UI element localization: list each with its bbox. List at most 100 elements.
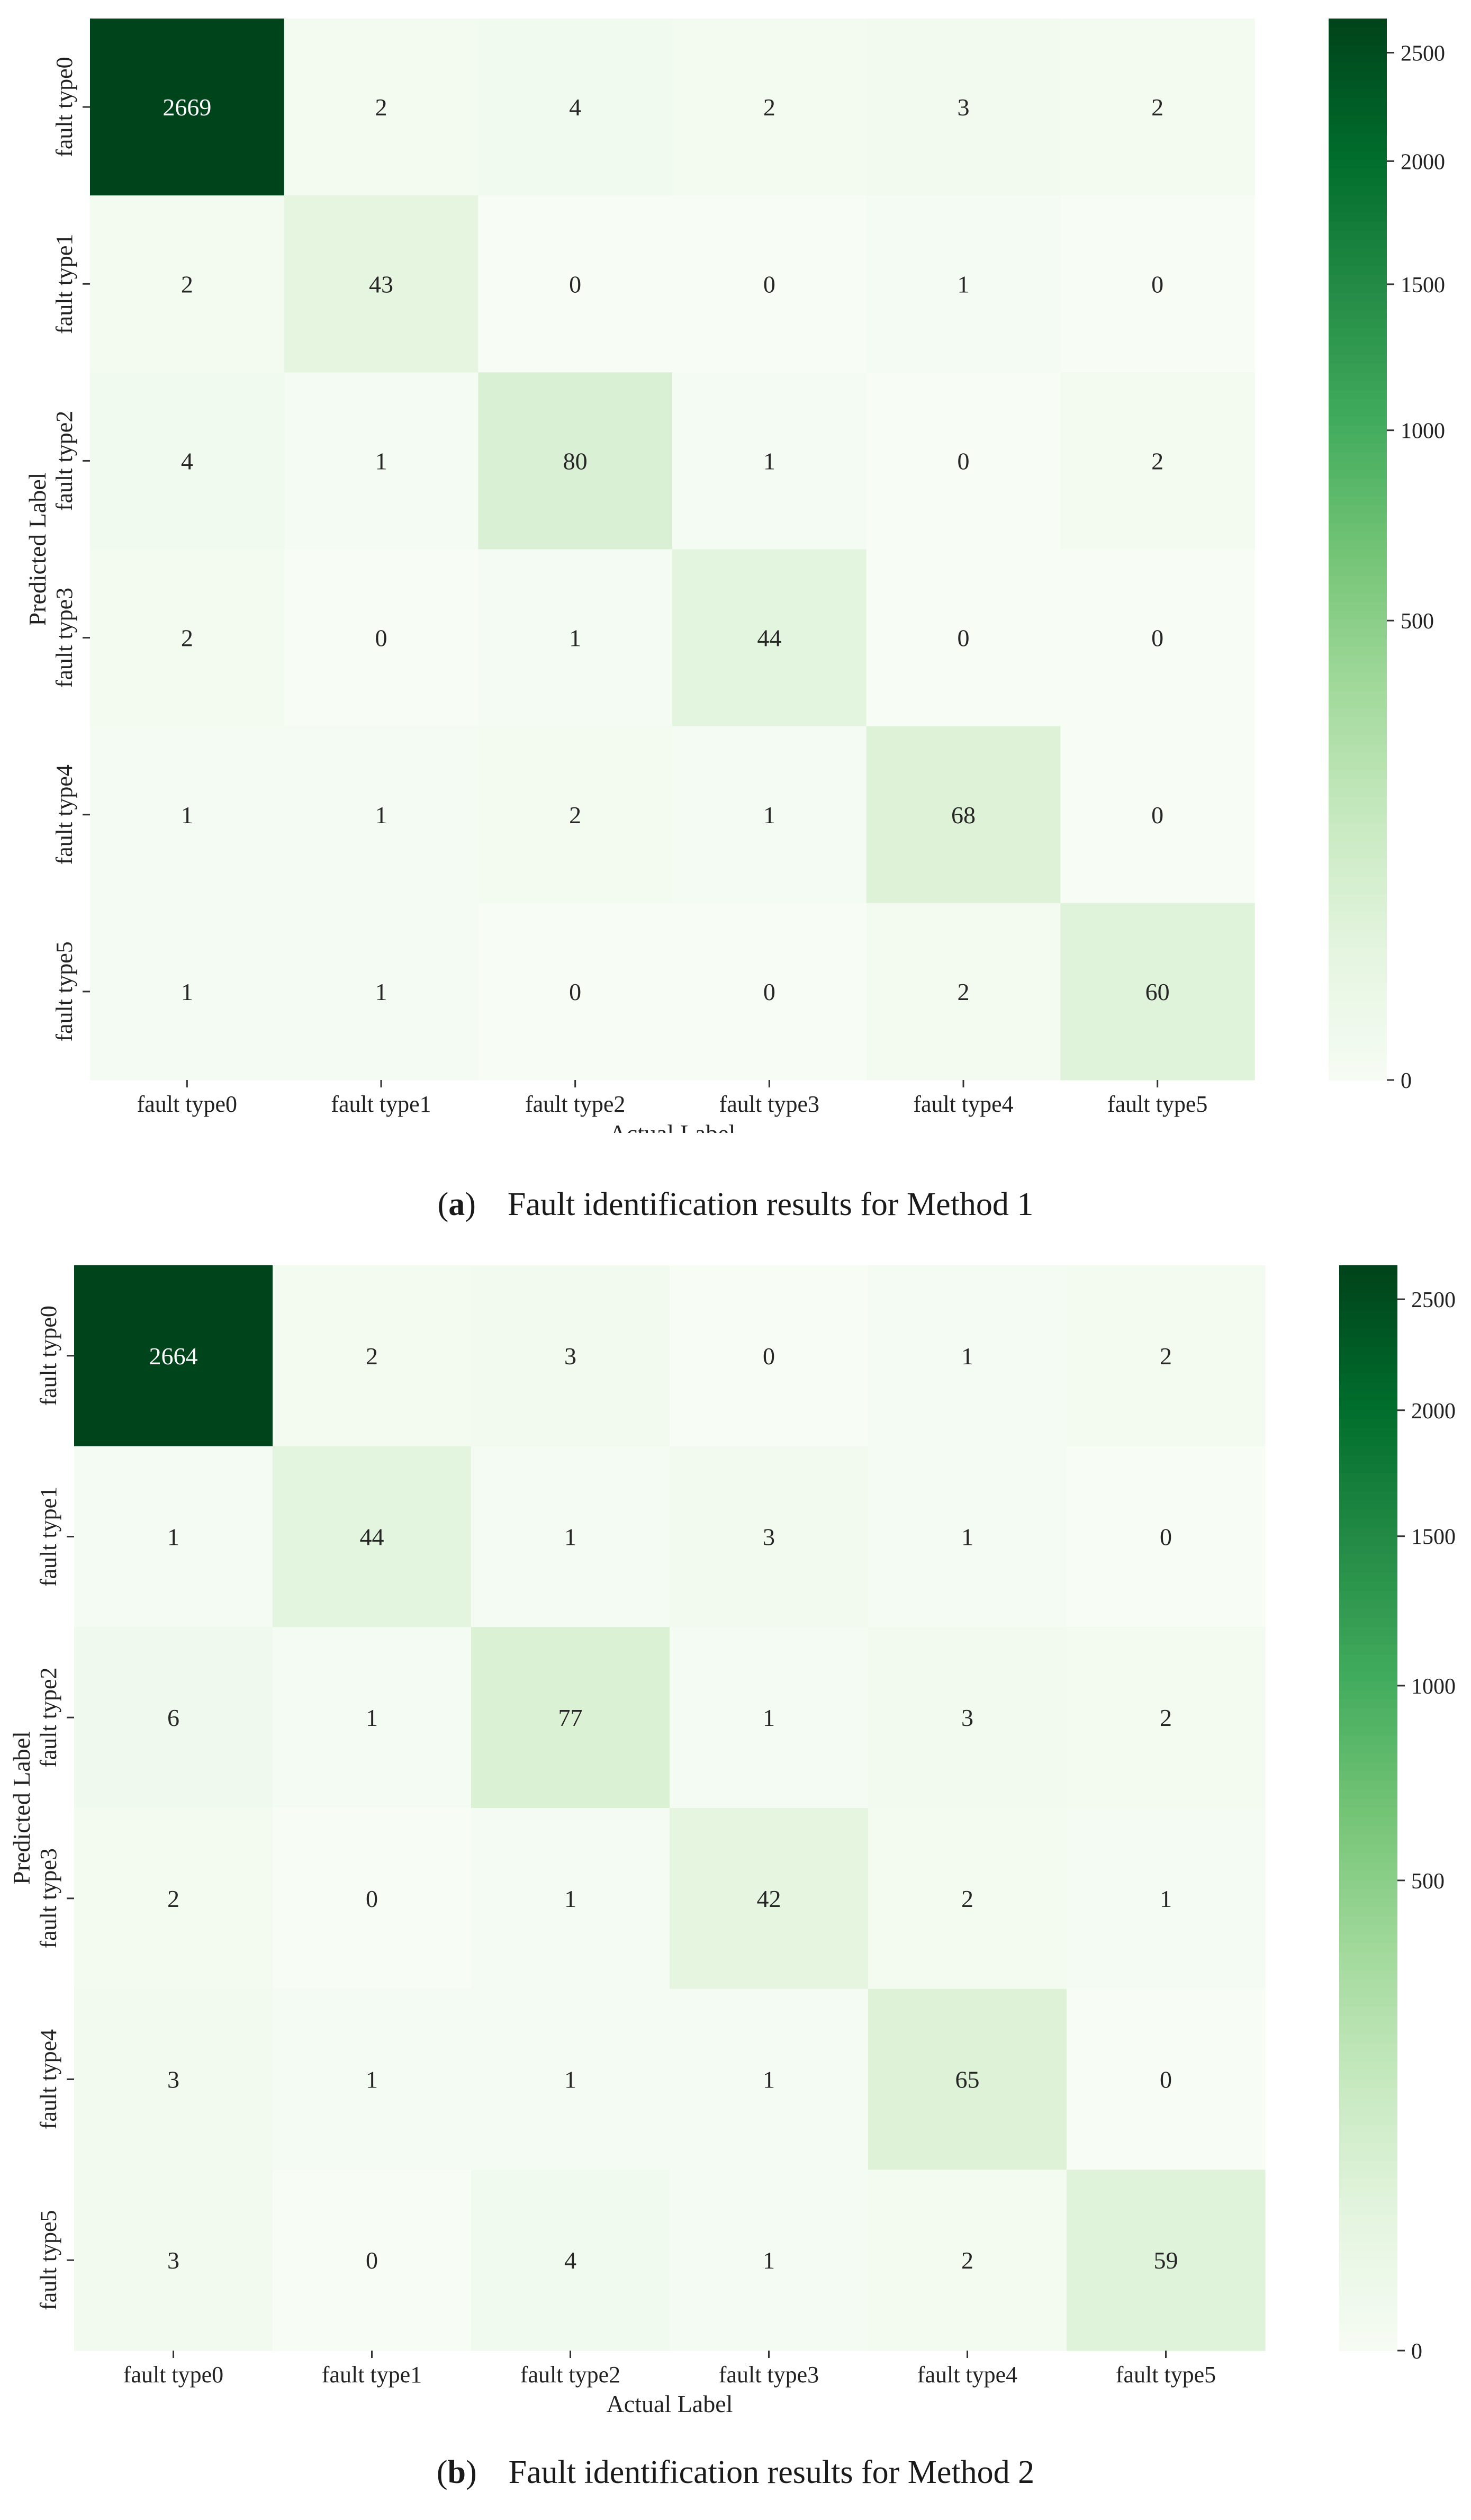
cell-value-label: 2 <box>763 94 775 121</box>
colorbar-segment <box>1329 921 1387 930</box>
colorbar-segment <box>1339 2215 1397 2225</box>
colorbar-segment <box>1329 80 1387 90</box>
colorbar-segment <box>1329 947 1387 957</box>
heatmap-cell <box>1067 1988 1266 2170</box>
colorbar-segment <box>1329 301 1387 311</box>
cell-value-label: 0 <box>763 271 775 298</box>
colorbar-segment <box>1339 1627 1397 1637</box>
heatmap-cell <box>672 372 867 550</box>
heatmap-cell <box>273 1627 472 1808</box>
colorbar-segment <box>1339 1862 1397 1872</box>
heatmap-cell <box>868 1627 1067 1808</box>
colorbar-segment <box>1339 1636 1397 1646</box>
colorbar-segment <box>1329 390 1387 400</box>
heatmap-cell <box>284 726 479 904</box>
colorbar-segment <box>1339 1970 1397 1981</box>
heatmap-cell <box>471 1446 670 1627</box>
heatmap-cell <box>1067 1808 1266 1990</box>
cell-value-label: 3 <box>763 1524 775 1551</box>
cell-value-label: 3 <box>167 2247 179 2274</box>
colorbar-segment <box>1339 1934 1397 1945</box>
colorbar-segment <box>1329 1062 1387 1072</box>
colorbar-segment <box>1339 1690 1397 1700</box>
cell-value-label: 1 <box>569 625 581 652</box>
colorbar-segment <box>1339 2260 1397 2270</box>
heatmap-cell <box>471 1265 670 1447</box>
colorbar-segment <box>1329 770 1387 780</box>
colorbar-segment <box>1339 2242 1397 2252</box>
cell-value-label: 0 <box>366 1885 378 1912</box>
heatmap-cell <box>670 1988 869 2170</box>
colorbar-segment <box>1329 673 1387 683</box>
colorbar-segment <box>1339 1952 1397 1963</box>
colorbar-segment <box>1329 584 1387 595</box>
cell-value-label: 1 <box>181 978 193 1005</box>
y-tick-label: fault type2 <box>51 411 77 511</box>
colorbar-segment <box>1339 1988 1397 1999</box>
cell-value-label: 2 <box>1151 447 1163 474</box>
colorbar-tick-label: 1000 <box>1411 1675 1456 1699</box>
confusion-matrix-method-1: 2669 2 4 2 3 22 43 0 0 1 04 1 80 1 0 22 0 1 44 0 01 1 2 1 68 01 1 0… <box>24 19 1445 1133</box>
colorbar-segment <box>1339 2179 1397 2189</box>
colorbar-segment <box>1339 1383 1397 1393</box>
heatmap-cell <box>866 19 1061 196</box>
cell-value-label: 1 <box>958 271 970 298</box>
colorbar-segment <box>1329 788 1387 798</box>
colorbar-segment <box>1329 646 1387 656</box>
colorbar-segment <box>1329 1027 1387 1037</box>
colorbar-segment <box>1339 2188 1397 2198</box>
colorbar-segment <box>1329 532 1387 541</box>
colorbar-segment <box>1339 2287 1397 2297</box>
colorbar-segment <box>1339 1572 1397 1582</box>
y-axis-label: Predicted Label <box>8 1731 35 1885</box>
cell-value-label: 2 <box>366 1343 378 1370</box>
colorbar-segment <box>1339 1319 1397 1329</box>
heatmap-cell <box>1060 19 1255 196</box>
colorbar-segment <box>1329 540 1387 550</box>
colorbar-segment <box>1339 1907 1397 1917</box>
cell-value-label: 1 <box>763 2247 775 2274</box>
colorbar-segment <box>1339 1853 1397 1863</box>
y-axis-label: Predicted Label <box>24 473 51 626</box>
colorbar-segment <box>1339 1744 1397 1754</box>
colorbar: 0 500 1000 1500 2000 2500 <box>1339 1265 1456 2364</box>
heatmap-cell <box>672 726 867 904</box>
x-tick-label: fault type3 <box>719 1091 819 1117</box>
colorbar-segment <box>1329 717 1387 727</box>
y-tick-label: fault type5 <box>51 941 77 1041</box>
colorbar-segment <box>1329 71 1387 81</box>
heatmap-cell <box>1060 549 1255 727</box>
colorbar-tick-label: 1500 <box>1401 273 1445 298</box>
heatmap-cell <box>90 903 285 1081</box>
colorbar-segment <box>1329 98 1387 108</box>
colorbar-segment <box>1339 1455 1397 1465</box>
cell-value-label: 1 <box>763 802 775 829</box>
x-tick-label: fault type5 <box>1116 2362 1216 2388</box>
colorbar-segment <box>1329 523 1387 533</box>
colorbar-segment <box>1329 337 1387 347</box>
colorbar-tick-label: 2000 <box>1411 1399 1456 1424</box>
colorbar-segment <box>1339 1780 1397 1790</box>
colorbar-segment <box>1339 1310 1397 1320</box>
colorbar-segment <box>1329 115 1387 125</box>
heatmap-cell <box>1067 2170 1266 2351</box>
colorbar-segment <box>1339 1645 1397 1655</box>
cell-value-label: 1 <box>1160 1885 1172 1912</box>
colorbar-segment <box>1339 2296 1397 2306</box>
cell-value-label: 2 <box>1160 1704 1172 1731</box>
colorbar-segment <box>1329 142 1387 152</box>
y-tick-label: fault type4 <box>35 2029 61 2129</box>
colorbar-segment <box>1339 1880 1397 1890</box>
heatmap-cell <box>471 1627 670 1808</box>
cell-value-label: 1 <box>366 2066 378 2093</box>
colorbar-segment <box>1329 239 1387 249</box>
colorbar-segment <box>1329 496 1387 506</box>
colorbar-segment <box>1329 443 1387 453</box>
colorbar-segment <box>1339 1925 1397 1936</box>
x-axis-label: Actual Label <box>607 2390 733 2417</box>
cell-value-label: 68 <box>951 802 976 829</box>
x-tick-label: fault type1 <box>322 2362 422 2388</box>
heatmap-cell <box>866 903 1061 1081</box>
heatmap-cell <box>471 2170 670 2351</box>
